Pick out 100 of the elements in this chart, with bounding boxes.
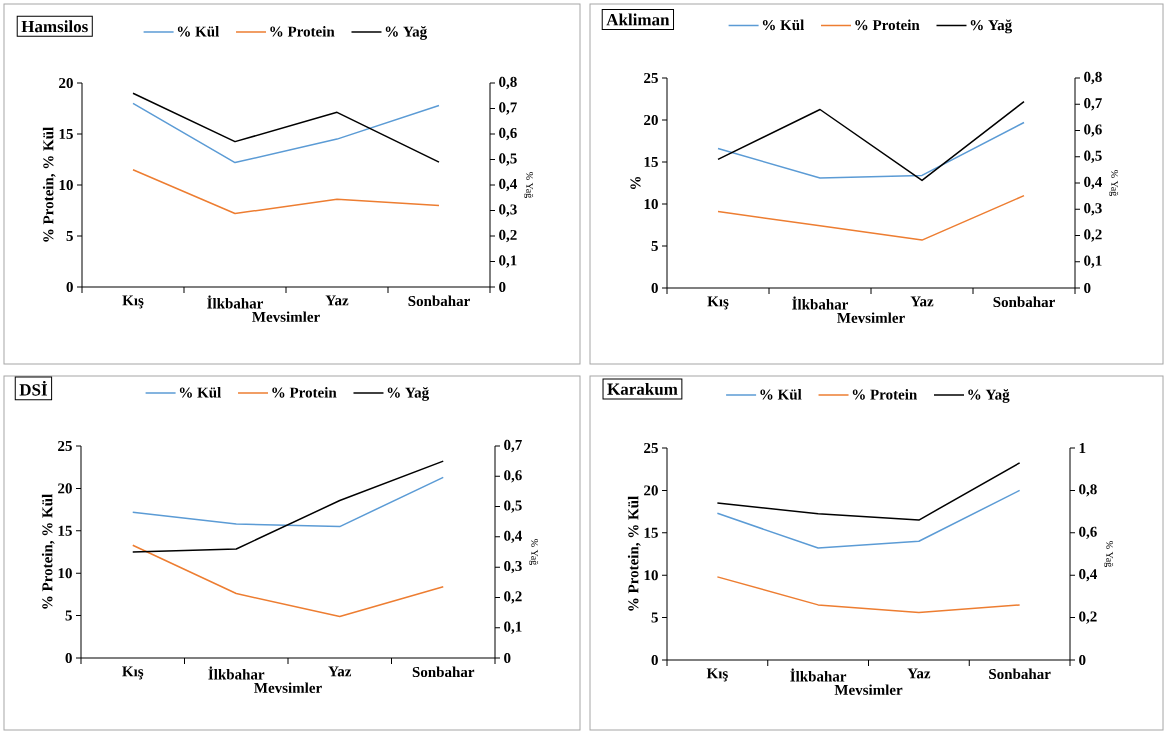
line-series [717,194,1025,241]
y2-tick-label: 0,6 [1084,124,1102,137]
y2-tick-label: 0,3 [1084,203,1102,216]
x-axis-title: Mevsimler [837,312,905,323]
y2-tick-label: 0,8 [1079,484,1097,497]
y2-tick-label: 0,1 [504,621,522,634]
line-series [717,121,1025,179]
y2-tick-label: 0,2 [504,591,522,604]
y-axis-title: % Protein, % Kül [627,496,641,611]
x-tick-label: Yaz [907,668,931,679]
line-series [132,102,440,164]
line-series [132,544,444,618]
x-tick-label: Sonbahar [993,296,1055,308]
y-axis-title: % Protein, % Kül [41,494,55,609]
x-tick-label: Kış [122,295,144,309]
y-tick-label: 5 [651,612,658,623]
x-tick-label: İlkbahar [792,296,849,310]
line-series [716,489,1021,549]
y-tick-label: 20 [58,483,72,494]
x-tick-label: İlkbahar [790,668,847,682]
x-axis-title: Mevsimler [254,682,322,693]
line-series [132,460,444,553]
y2-tick-label: 0,5 [499,153,517,166]
y-tick-label: 5 [66,231,73,241]
y2-tick-label: 0,2 [1079,611,1097,624]
legend-label: % Protein [270,26,335,37]
y2-tick-label: 0 [499,281,506,293]
chart-title: DSİ [19,380,48,396]
line-series [132,92,440,163]
y2-tick-label: 0,3 [504,560,522,574]
x-tick-label: Yaz [325,295,349,306]
x-tick-label: Yaz [328,666,352,677]
chart-title: Hamsilos [21,20,88,33]
y2-tick-label: 0,4 [1084,176,1103,190]
legend-label: % Protein [272,387,337,398]
y-tick-label: 20 [644,114,658,126]
y2-tick-label: 0 [504,652,511,664]
y2-tick-label: 0,4 [1079,569,1098,582]
x-tick-label: Sonbahar [989,668,1051,680]
y2-tick-label: 0,5 [1084,150,1102,163]
x-tick-label: Kış [706,668,728,682]
y-tick-label: 5 [651,241,658,251]
y2-tick-label: 0,4 [504,530,522,543]
legend-label: % Yağ [385,25,428,40]
y2-tick-label: 0,2 [1084,229,1102,242]
y2-tick-label: 0,8 [1084,71,1102,85]
legend-label: % Yağ [968,388,1010,403]
y2-tick-label: 0,7 [1084,98,1102,111]
x-tick-label: Yaz [910,296,934,307]
chart-title: Akliman [606,13,670,26]
legend-label: % Kül [179,387,221,398]
y-tick-label: 15 [644,527,658,538]
y2-tick-label: 0,5 [504,500,522,513]
y-tick-label: 15 [644,156,658,168]
legend-label: % Yağ [970,19,1013,34]
y-tick-label: 15 [59,128,73,140]
y-tick-label: 0 [66,281,73,293]
x-tick-label: Sonbahar [412,666,475,678]
y2-tick-label: 0,2 [499,229,517,243]
legend-label: % Yağ [387,386,430,401]
y2-tick-label: 0,7 [504,439,522,453]
legend-label: % Kül [762,19,805,31]
y-tick-label: 10 [58,568,72,579]
y2-tick-label: 0,8 [499,76,517,90]
y2-tick-label: 0,7 [499,102,517,115]
line-series [717,100,1025,182]
y-tick-label: 10 [644,198,658,210]
y-tick-label: 25 [644,442,658,454]
chart-title: Karakum [607,382,678,395]
y2-tick-label: 0 [1079,654,1086,666]
y-tick-label: 10 [644,570,658,581]
x-tick-label: Sonbahar [408,295,470,307]
y2-tick-label: 0,3 [499,204,517,217]
y-tick-label: 0 [65,652,72,664]
y2-tick-label: 0,1 [499,255,517,268]
line-series [716,462,1021,521]
y2-tick-label: 0,6 [499,127,517,141]
x-axis-title: Mevsimler [834,684,903,695]
legend-label: % Protein [855,19,920,31]
x-axis-title: Mevsimler [252,311,320,322]
y-axis-title: % [630,176,641,189]
line-series [132,476,444,528]
y2-tick-label: 0,1 [1084,255,1102,268]
x-tick-label: Kış [122,666,144,680]
y-tick-label: 20 [644,485,658,496]
y2-tick-label: 0 [1084,282,1091,294]
legend-label: % Kül [760,389,802,400]
legend-label: % Kül [177,26,220,37]
y2-tick-label: 0,6 [504,470,522,483]
y2-axis-title: % Yağ [524,172,534,199]
line-series [132,168,440,215]
y-tick-label: 15 [58,525,72,536]
y-tick-label: 5 [65,610,72,621]
y-tick-label: 10 [59,179,73,191]
y2-axis-title: % Yağ [529,539,539,566]
y2-axis-title: % Yağ [1104,541,1114,568]
y-tick-label: 25 [644,72,658,84]
y-tick-label: 0 [651,282,658,294]
legend-label: % Protein [852,389,918,400]
y-axis-title: % Protein, % Kül [42,127,56,242]
